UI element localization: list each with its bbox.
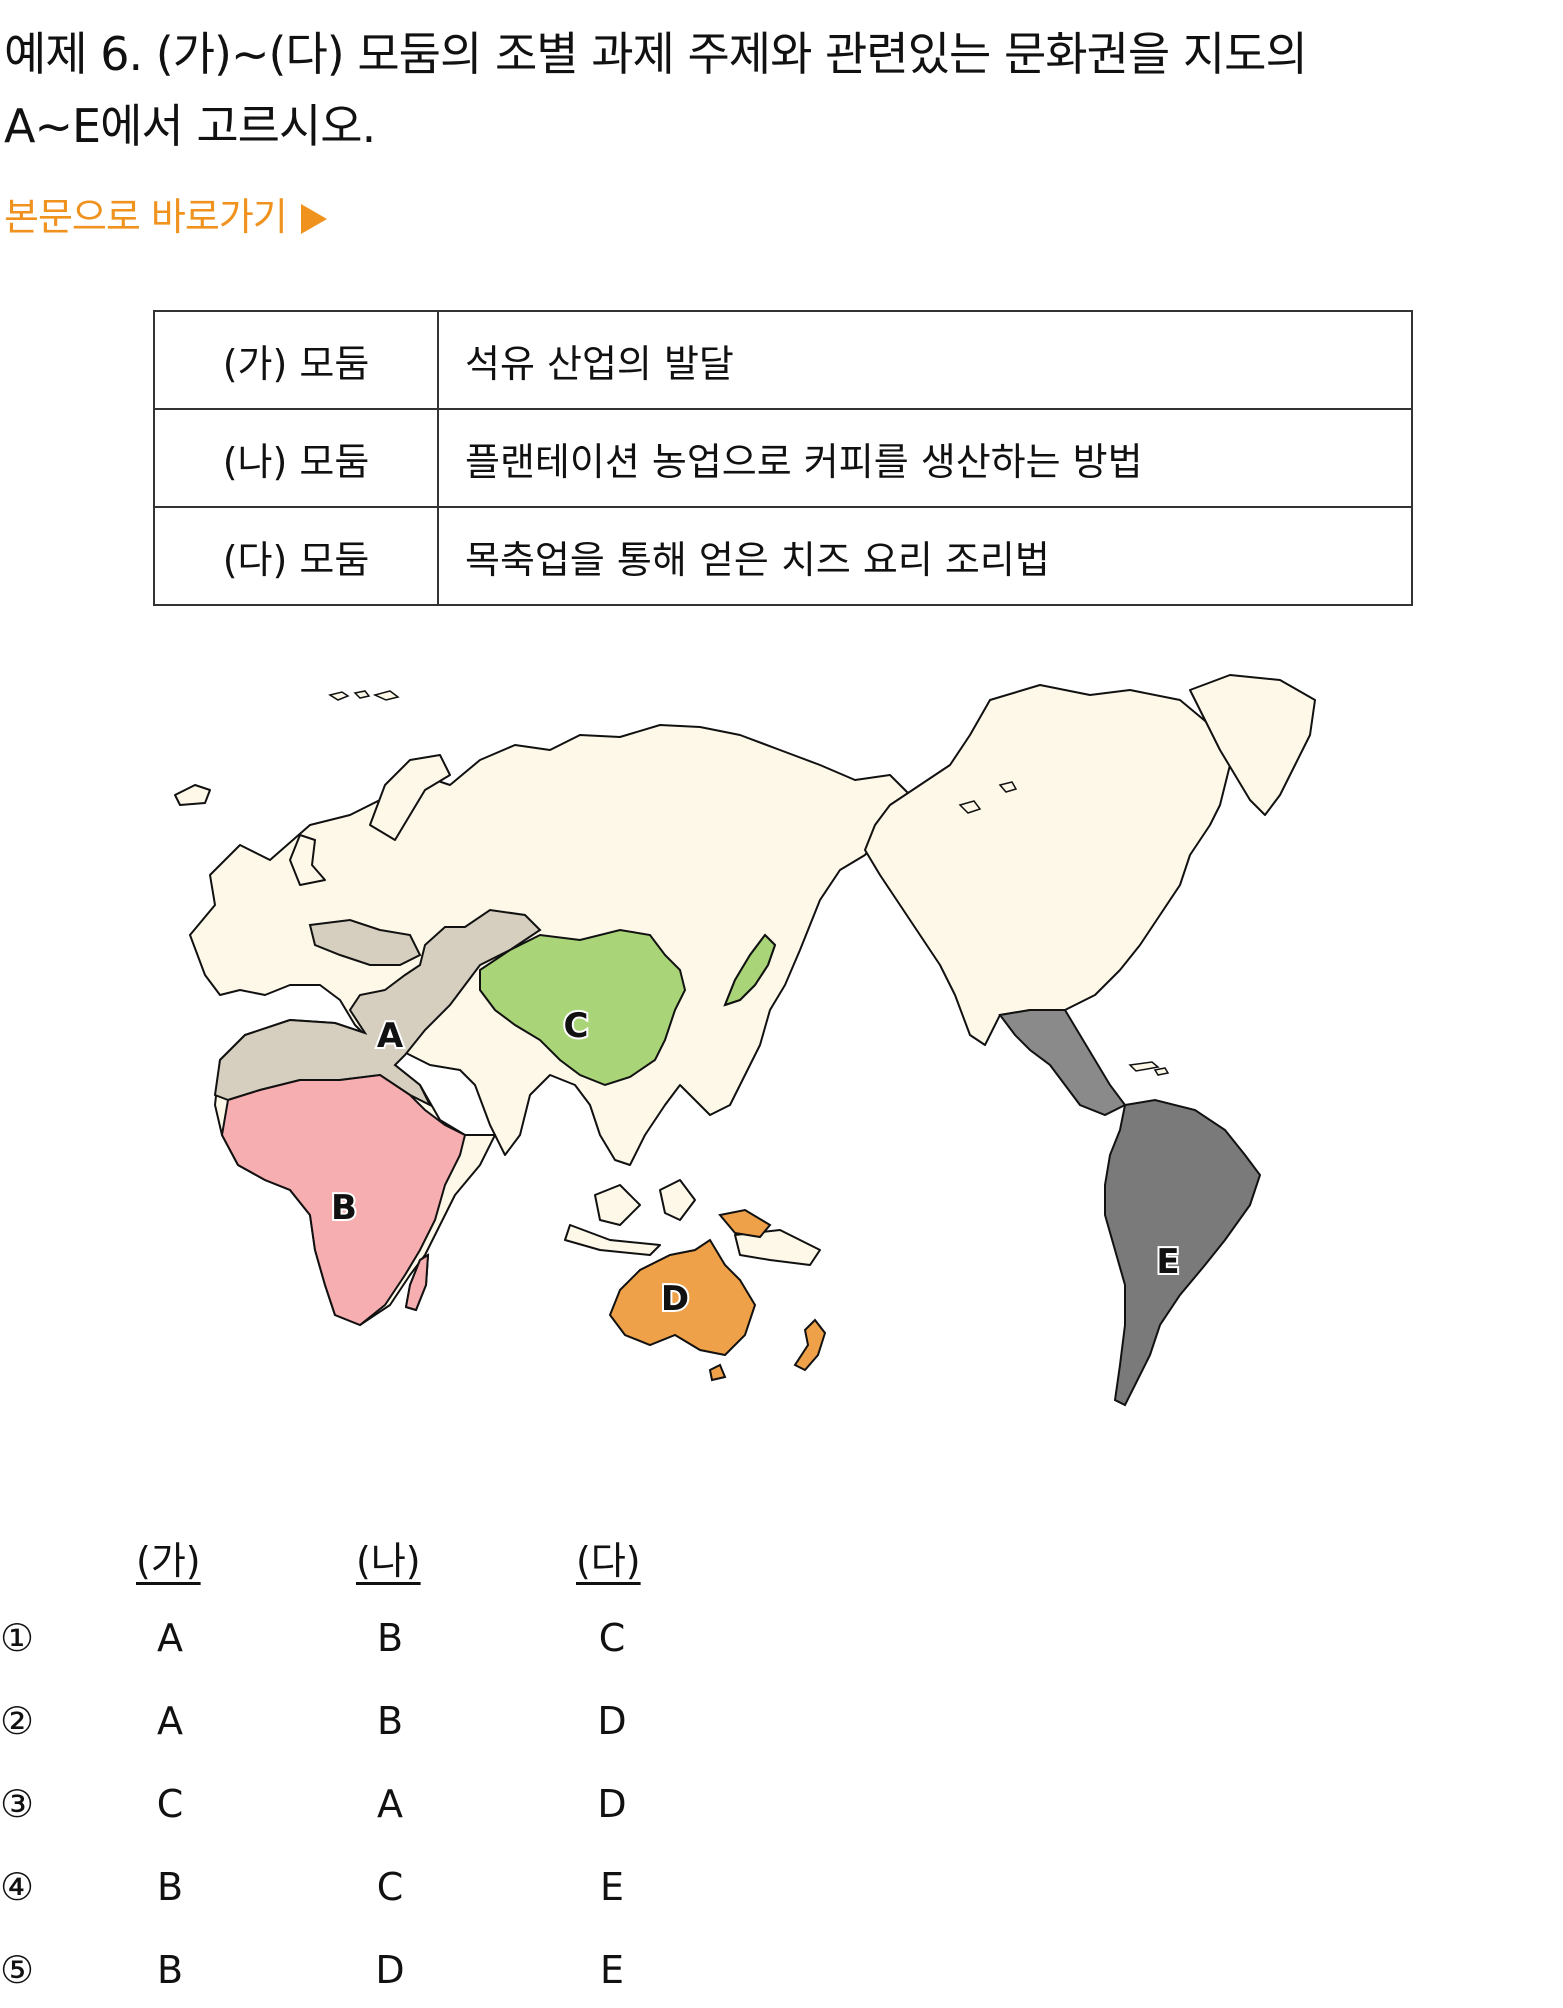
choice-cell: E [599, 1865, 624, 1909]
skip-to-content-link[interactable]: 본문으로 바로가기 [4, 186, 327, 241]
group-cell: (가) 모둠 [153, 310, 439, 410]
choice-number: ① [0, 1616, 35, 1660]
choice-cell: C [156, 1782, 184, 1826]
choice-number: ② [0, 1699, 35, 1743]
theme-cell: 목축업을 통해 얻은 치즈 요리 조리법 [437, 506, 1413, 606]
choice-cell: A [157, 1699, 183, 1743]
region-d [608, 1208, 827, 1382]
map-label-d: D [661, 1279, 689, 1319]
group-cell: (나) 모둠 [153, 408, 439, 508]
table-row: (가) 모둠 석유 산업의 발달 [153, 310, 1413, 410]
column-header-na: (나) [356, 1539, 421, 1583]
choice-number: ④ [0, 1865, 35, 1909]
map-label-a: A [377, 1016, 404, 1056]
choice-cell: E [599, 1948, 624, 1992]
choice-cell: B [376, 1616, 404, 1660]
map-label-b: B [331, 1188, 357, 1228]
choice-row[interactable]: ⑤ B D E [0, 1948, 760, 2008]
question-title: 예제 6. (가)~(다) 모둠의 조별 과제 주제와 관련있는 문화권을 지도… [4, 18, 1524, 162]
question-line-2: A~E에서 고르시오. [4, 99, 376, 153]
choice-cell: B [156, 1948, 184, 1992]
question-line-1: 예제 6. (가)~(다) 모둠의 조별 과제 주제와 관련있는 문화권을 지도… [4, 27, 1308, 81]
choice-row[interactable]: ① A B C [0, 1616, 760, 1676]
choice-cell: B [156, 1865, 184, 1909]
choice-cell: C [376, 1865, 404, 1909]
choice-cell: D [597, 1699, 627, 1743]
column-header-ga: (가) [136, 1539, 201, 1583]
choice-number: ⑤ [0, 1948, 35, 1992]
region-b [220, 1073, 467, 1327]
topic-table: (가) 모둠 석유 산업의 발달 (나) 모둠 플랜테이션 농업으로 커피를 생… [153, 310, 1413, 606]
table-row: (다) 모둠 목축업을 통해 얻은 치즈 요리 조리법 [153, 506, 1413, 606]
choice-number: ③ [0, 1782, 35, 1826]
play-arrow-icon [300, 204, 327, 234]
choice-cell: A [377, 1782, 403, 1826]
small-islands [328, 690, 1170, 1076]
region-c [479, 928, 777, 1087]
choice-cell: C [598, 1616, 626, 1660]
choice-cell: A [157, 1616, 183, 1660]
choice-row[interactable]: ② A B D [0, 1699, 760, 1759]
map-label-e: E [1156, 1242, 1179, 1282]
map-label-c: C [564, 1006, 589, 1046]
region-e [998, 1009, 1262, 1407]
choice-row[interactable]: ④ B C E [0, 1865, 760, 1925]
skip-link-label: 본문으로 바로가기 [4, 195, 288, 239]
map-labels: A B C D E [329, 1004, 1182, 1321]
choice-cell: B [376, 1699, 404, 1743]
world-map: A B C D E [174, 674, 1316, 1407]
choice-row[interactable]: ③ C A D [0, 1782, 760, 1842]
theme-cell: 플랜테이션 농업으로 커피를 생산하는 방법 [437, 408, 1413, 508]
theme-cell: 석유 산업의 발달 [437, 310, 1413, 410]
choice-cell: D [597, 1782, 627, 1826]
column-header-da: (다) [576, 1539, 641, 1583]
table-row: (나) 모둠 플랜테이션 농업으로 커피를 생산하는 방법 [153, 408, 1413, 508]
choice-cell: D [375, 1948, 405, 1992]
group-cell: (다) 모둠 [153, 506, 439, 606]
